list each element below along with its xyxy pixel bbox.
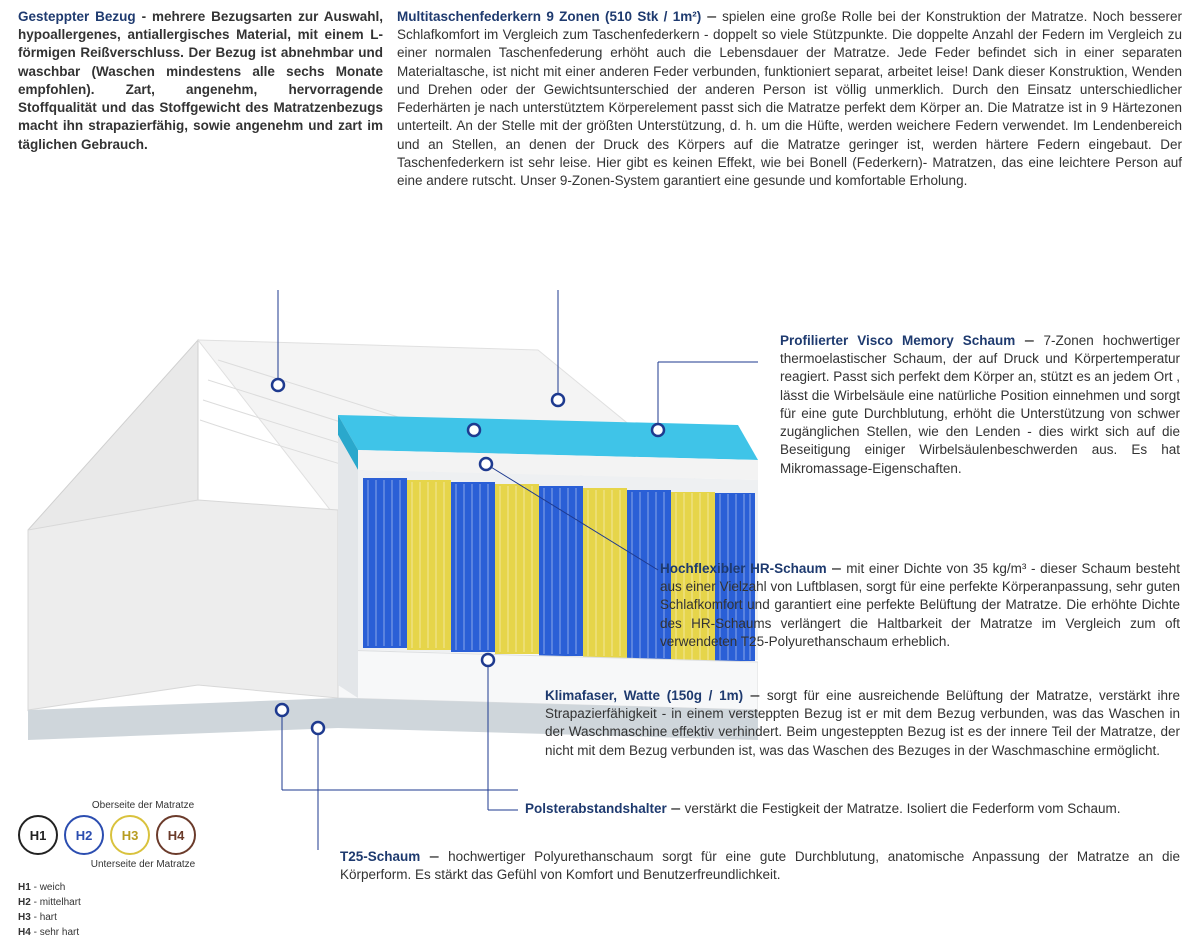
polster-title: Polsterabstandshalter bbox=[525, 801, 667, 816]
callout-visco: Profilierter Visco Memory Schaum – 7-Zon… bbox=[780, 332, 1180, 478]
callout-klima: Klimafaser, Watte (150g / 1m) – sorgt fü… bbox=[545, 687, 1180, 760]
hardness-h3: H3 bbox=[110, 815, 150, 855]
polster-body: verstärkt die Festigkeit der Matratze. I… bbox=[685, 801, 1121, 816]
cover-body: mehrere Bezugsarten zur Auswahl, hypoall… bbox=[18, 9, 383, 152]
callout-hr: Hochflexibler HR-Schaum – mit einer Dich… bbox=[660, 560, 1180, 651]
sep: - bbox=[136, 9, 152, 24]
hardness-h2: H2 bbox=[64, 815, 104, 855]
klima-title: Klimafaser, Watte (150g / 1m) bbox=[545, 688, 743, 703]
hardness-bottom-label: Unterseite der Matratze bbox=[18, 859, 268, 870]
visco-body: 7-Zonen hochwertiger thermoelastischer S… bbox=[780, 333, 1180, 476]
mattress-svg bbox=[18, 290, 758, 850]
visco-title: Profilierter Visco Memory Schaum bbox=[780, 333, 1015, 348]
sep: – bbox=[701, 8, 722, 25]
hardness-definitions: H1 - weich H2 - mittelhart H3 - hart H4 … bbox=[18, 880, 268, 940]
cover-title: Gesteppter Bezug bbox=[18, 9, 136, 24]
callout-polster: Polsterabstandshalter – verstärkt die Fe… bbox=[525, 800, 1180, 818]
springs-title: Multitaschenfederkern 9 Zonen (510 Stk /… bbox=[397, 9, 701, 24]
t25-title: T25-Schaum bbox=[340, 849, 420, 864]
hardness-legend: Oberseite der Matratze H1 H2 H3 H4 Unter… bbox=[18, 800, 268, 940]
t25-body: hochwertiger Polyurethanschaum sorgt für… bbox=[340, 849, 1180, 882]
hardness-circles: H1 H2 H3 H4 bbox=[18, 815, 268, 855]
callout-t25: T25-Schaum – hochwertiger Polyurethansch… bbox=[340, 848, 1180, 884]
hardness-top-label: Oberseite der Matratze bbox=[18, 800, 268, 811]
hr-title: Hochflexibler HR-Schaum bbox=[660, 561, 827, 576]
springs-body: spielen eine große Rolle bei der Konstru… bbox=[397, 9, 1182, 188]
hardness-h4: H4 bbox=[156, 815, 196, 855]
hardness-h1: H1 bbox=[18, 815, 58, 855]
springs-description: Multitaschenfederkern 9 Zonen (510 Stk /… bbox=[397, 8, 1182, 190]
cover-description: Gesteppter Bezug - mehrere Bezugsarten z… bbox=[18, 8, 383, 190]
